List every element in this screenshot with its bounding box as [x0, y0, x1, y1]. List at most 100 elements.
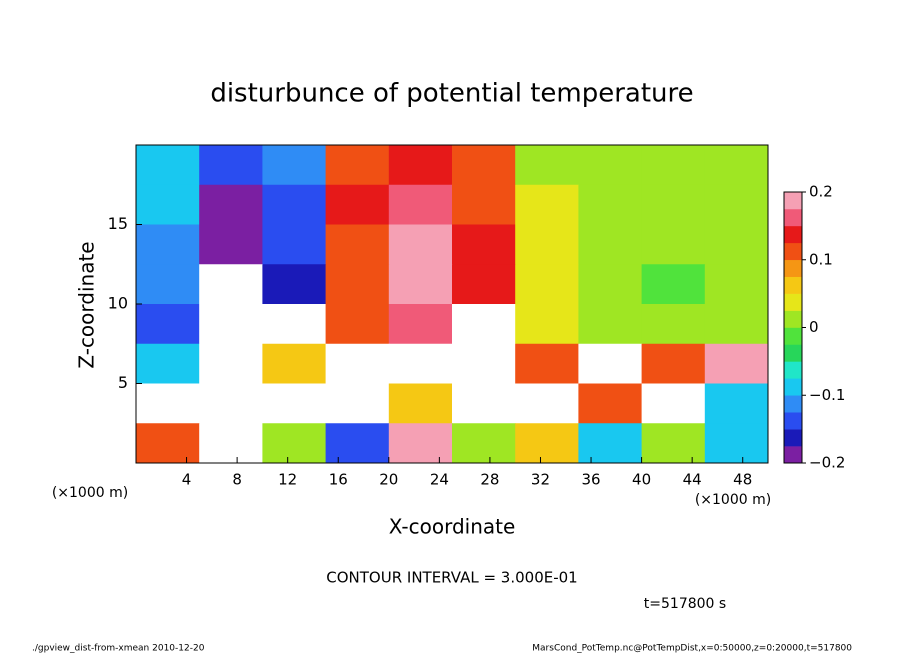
heat-cell	[136, 224, 200, 265]
colorbar-tick-label: 0	[809, 318, 819, 336]
heat-cell	[388, 145, 453, 186]
heat-cell	[262, 184, 327, 225]
heat-cell	[641, 423, 706, 463]
heat-cell	[325, 423, 390, 463]
heat-cell	[388, 184, 453, 225]
colorbar-swatch	[784, 446, 802, 464]
heat-cell	[325, 184, 390, 225]
heat-cell	[388, 224, 453, 265]
heat-cell	[704, 423, 768, 463]
heat-cell	[199, 304, 263, 345]
heat-cell	[515, 224, 579, 265]
heat-cell	[452, 264, 516, 305]
colorbar-tick-label: −0.2	[809, 454, 845, 472]
heat-cell	[452, 383, 516, 424]
heat-cell	[578, 383, 643, 424]
colorbar-swatch	[784, 310, 802, 328]
heat-cell	[199, 423, 263, 463]
heat-cell	[136, 184, 200, 225]
colorbar-swatch	[784, 327, 802, 345]
heat-cell	[262, 383, 327, 424]
colorbar-swatch	[784, 344, 802, 362]
x-tick-label: 32	[531, 471, 550, 489]
heat-cell	[578, 184, 643, 225]
chart-title: disturbunce of potential temperature	[210, 79, 693, 109]
colorbar-swatch	[784, 259, 802, 277]
heat-cell	[199, 383, 263, 424]
heat-cell	[388, 343, 453, 384]
heat-cell	[452, 145, 516, 186]
heat-cell	[199, 184, 263, 225]
heat-cell	[262, 423, 327, 463]
heat-cell	[452, 423, 516, 463]
x-tick-label: 44	[683, 471, 702, 489]
heat-cell	[704, 343, 768, 384]
colorbar-swatch	[784, 361, 802, 379]
x-tick-label: 36	[581, 471, 600, 489]
heat-cell	[452, 224, 516, 265]
colorbar-swatch	[784, 242, 802, 261]
y-axis-label: Z-coordinate	[75, 241, 99, 368]
heat-cell	[388, 383, 453, 424]
colorbar-swatch	[784, 208, 802, 227]
y-tick-label: 15	[108, 214, 128, 233]
y-tick-label: 10	[108, 294, 128, 313]
heat-cell	[578, 304, 643, 345]
heat-cell	[704, 184, 768, 225]
footer-left: ./gpview_dist-from-xmean 2010-12-20	[32, 644, 205, 654]
heat-cell	[704, 224, 768, 265]
colorbar-swatch	[784, 378, 802, 396]
heat-cell	[641, 343, 706, 384]
heat-cell	[704, 383, 768, 424]
heat-cell	[515, 145, 579, 186]
heat-cell	[325, 304, 390, 345]
heat-cell	[641, 224, 706, 265]
x-tick-label: 16	[329, 471, 348, 489]
heat-cell	[578, 224, 643, 265]
heat-cell	[641, 304, 706, 345]
heat-cell	[515, 184, 579, 225]
heat-cell	[641, 383, 706, 424]
time-label: t=517800 s	[644, 596, 726, 612]
heat-cell	[388, 423, 453, 463]
heat-cell	[325, 264, 390, 305]
heat-cell	[136, 343, 200, 384]
heat-cell	[262, 224, 327, 265]
heat-cell	[452, 343, 516, 384]
heat-cell	[515, 383, 579, 424]
heat-cell	[325, 383, 390, 424]
heat-cell	[515, 264, 579, 305]
heat-cell	[136, 304, 200, 345]
heat-cell	[704, 145, 768, 186]
colorbar-swatch	[784, 192, 802, 210]
heat-cell	[325, 224, 390, 265]
heat-cell	[452, 304, 516, 345]
colorbar-swatch	[784, 276, 802, 294]
x-unit: (×1000 m)	[695, 492, 771, 508]
heat-cell	[515, 304, 579, 345]
x-tick-label: 48	[733, 471, 752, 489]
colorbar-swatch	[784, 293, 802, 311]
heat-cell	[199, 264, 263, 305]
x-tick-label: 8	[232, 471, 242, 489]
heat-cell	[578, 145, 643, 186]
x-tick-label: 28	[480, 471, 499, 489]
heatmap	[136, 145, 768, 463]
colorbar-swatch	[784, 429, 802, 447]
x-tick-label: 4	[182, 471, 192, 489]
heat-cell	[515, 343, 579, 384]
heat-cell	[199, 145, 263, 186]
y-tick-label: 5	[118, 373, 128, 392]
heat-cell	[199, 224, 263, 265]
heat-cell	[136, 383, 200, 424]
heat-cell	[578, 423, 643, 463]
x-tick-label: 40	[632, 471, 651, 489]
footer-right: MarsCond_PotTemp.nc@PotTempDist,x=0:5000…	[532, 644, 852, 654]
colorbar-swatch	[784, 225, 802, 244]
heat-cell	[388, 304, 453, 345]
heat-cell	[388, 264, 453, 305]
x-tick-label: 24	[430, 471, 449, 489]
x-tick-label: 12	[278, 471, 297, 489]
heat-cell	[704, 304, 768, 345]
